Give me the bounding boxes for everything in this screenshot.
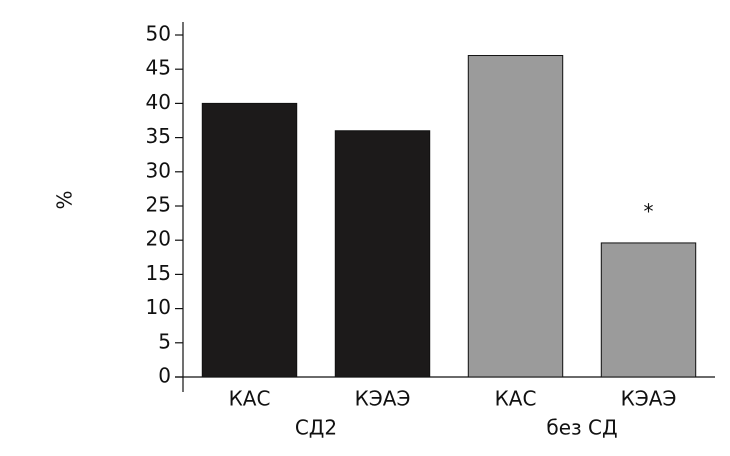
y-tick-label: 40 (146, 90, 171, 114)
y-tick-label: 25 (146, 193, 171, 217)
x-tick-label: КАС (229, 387, 271, 411)
y-tick-label: 20 (146, 227, 171, 251)
group-label: без СД (546, 416, 617, 440)
group-label: СД2 (295, 416, 337, 440)
bar (467, 55, 564, 378)
annotation: * (644, 199, 654, 223)
y-tick-label: 0 (158, 364, 171, 388)
y-tick-label: 10 (146, 295, 171, 319)
y-tick-label: 45 (146, 56, 171, 80)
x-tick-label: КАС (495, 387, 537, 411)
y-tick-label: 35 (146, 124, 171, 148)
bar (600, 242, 697, 378)
y-tick-label: 5 (158, 329, 171, 353)
x-tick-label: КЭАЭ (621, 387, 677, 411)
x-tick-label: КЭАЭ (355, 387, 411, 411)
y-tick-label: 50 (146, 22, 171, 46)
y-tick-label: 30 (146, 158, 171, 182)
y-tick-label: 15 (146, 261, 171, 285)
bar (334, 130, 431, 378)
y-axis-label: % (53, 190, 77, 209)
bar (201, 102, 298, 378)
